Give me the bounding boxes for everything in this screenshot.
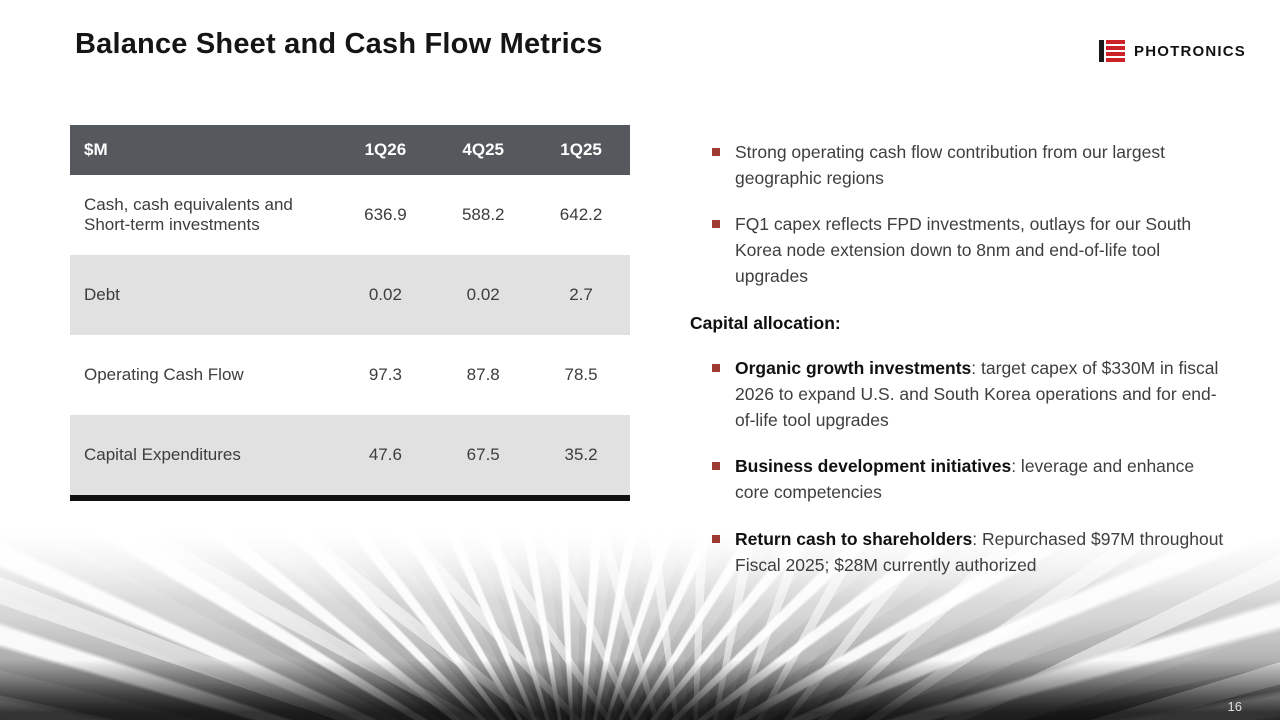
bullet-icon — [712, 534, 720, 543]
cell: 0.02 — [368, 285, 402, 304]
list-item: Strong operating cash flow contribution … — [712, 140, 1227, 191]
metrics-table: $M 1Q26 4Q25 1Q25 Cash, cash equivalents… — [70, 125, 630, 501]
cell: 87.8 — [466, 365, 500, 384]
cell: 636.9 — [364, 205, 407, 224]
bullet-bold-text: Return cash to shareholders — [735, 528, 973, 549]
table-row: Capital Expenditures 47.6 67.5 35.2 — [70, 415, 630, 498]
col-header-1q25: 1Q25 — [532, 125, 630, 175]
capital-allocation-heading: Capital allocation: — [690, 312, 841, 333]
photronics-logo-text: PHOTRONICS — [1133, 42, 1246, 60]
background-rays — [0, 532, 1280, 720]
bullet-rest-text: : target capex of $330M in fiscal 2026 t… — [735, 358, 1219, 430]
col-header-unit: $M — [70, 125, 337, 175]
row-label: Capital Expenditures — [84, 445, 241, 464]
cell: 97.3 — [368, 365, 402, 384]
col-header-1q26: 1Q26 — [336, 125, 435, 175]
cell: 78.5 — [564, 365, 598, 384]
cell: 47.6 — [368, 445, 402, 464]
bullet-text: Business development initiatives: levera… — [735, 454, 1227, 505]
bullet-text: FQ1 capex reflects FPD investments, outl… — [735, 214, 1192, 286]
cell: 588.2 — [461, 205, 505, 224]
row-label: Cash, cash equivalents and Short-term in… — [84, 195, 293, 234]
bullet-text: Return cash to shareholders: Repurchased… — [735, 527, 1227, 578]
list-item: Business development initiatives: levera… — [712, 454, 1227, 505]
photronics-logo: PHOTRONICS — [1098, 40, 1246, 62]
bullet-text: Strong operating cash flow contribution … — [735, 142, 1165, 188]
table-row: Cash, cash equivalents and Short-term in… — [70, 175, 630, 255]
row-label: Operating Cash Flow — [84, 365, 244, 384]
table-header-row: $M 1Q26 4Q25 1Q25 — [70, 125, 630, 175]
cell: 2.7 — [569, 285, 593, 304]
bullet-icon — [712, 462, 720, 471]
bullet-icon — [712, 364, 720, 373]
bullet-bold-text: Business development initiatives — [735, 456, 1012, 477]
bullet-icon — [712, 148, 720, 156]
bullet-rest-text: : Repurchased $97M throughout Fiscal 202… — [735, 528, 1224, 575]
photronics-logo-icon — [1098, 40, 1125, 62]
table-row: Operating Cash Flow 97.3 87.8 78.5 — [70, 335, 630, 415]
col-header-4q25: 4Q25 — [434, 125, 533, 175]
cell: 35.2 — [564, 445, 598, 464]
page-number: 16 — [1227, 699, 1242, 714]
bullet-icon — [712, 220, 720, 229]
notes-panel: Strong operating cash flow contribution … — [690, 140, 1227, 599]
bullet-rest-text: : leverage and enhance core competencies — [735, 456, 1195, 503]
bullet-bold-text: Organic growth investments — [735, 358, 972, 379]
cell: 67.5 — [466, 445, 500, 464]
table-row: Debt 0.02 0.02 2.7 — [70, 255, 630, 335]
cell: 642.2 — [559, 205, 603, 224]
list-item: FQ1 capex reflects FPD investments, outl… — [712, 212, 1227, 289]
cell: 0.02 — [466, 285, 500, 304]
list-item: Return cash to shareholders: Repurchased… — [712, 527, 1227, 578]
page-title: Balance Sheet and Cash Flow Metrics — [75, 28, 603, 60]
row-label: Debt — [84, 285, 120, 304]
list-item: Organic growth investments: target capex… — [712, 356, 1227, 433]
bullet-text: Organic growth investments: target capex… — [735, 356, 1227, 433]
